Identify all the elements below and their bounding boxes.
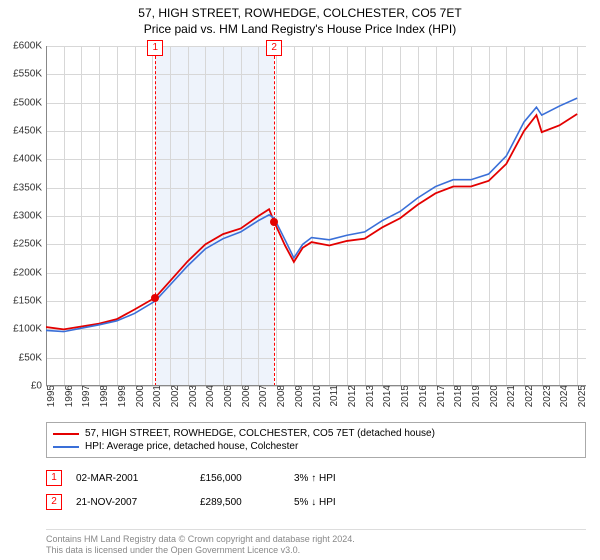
event-marker-box: 1 <box>46 470 62 486</box>
event-relative: 5% ↓ HPI <box>294 497 384 508</box>
event-marker-dot <box>151 294 159 302</box>
x-axis-tick-label: 2024 <box>559 385 570 413</box>
x-axis-tick-label: 2004 <box>205 385 216 413</box>
x-axis-tick-label: 2020 <box>489 385 500 413</box>
series-line-price_paid <box>46 114 577 329</box>
chart-title-line2: Price paid vs. HM Land Registry's House … <box>0 22 600 38</box>
x-axis-tick-label: 2005 <box>223 385 234 413</box>
y-axis-tick-label: £550K <box>2 69 42 80</box>
x-axis-tick-label: 1999 <box>117 385 128 413</box>
event-relative: 3% ↑ HPI <box>294 473 384 484</box>
x-axis-tick-label: 2016 <box>418 385 429 413</box>
x-axis-tick-label: 2018 <box>453 385 464 413</box>
x-axis-tick-label: 2025 <box>577 385 588 413</box>
x-axis-tick-label: 2002 <box>170 385 181 413</box>
x-axis-tick-label: 1998 <box>99 385 110 413</box>
y-axis-tick-label: £0 <box>2 381 42 392</box>
legend-item-hpi: HPI: Average price, detached house, Colc… <box>53 440 579 453</box>
legend-label: HPI: Average price, detached house, Colc… <box>85 441 298 452</box>
x-axis-tick-label: 2007 <box>258 385 269 413</box>
chart-plot-area: £0£50K£100K£150K£200K£250K£300K£350K£400… <box>46 46 586 386</box>
events-table: 1 02-MAR-2001 £156,000 3% ↑ HPI 2 21-NOV… <box>46 466 586 514</box>
x-axis-tick-label: 2003 <box>188 385 199 413</box>
x-axis-tick-label: 1996 <box>64 385 75 413</box>
footer-attribution: Contains HM Land Registry data © Crown c… <box>46 529 586 557</box>
x-axis-tick-label: 2011 <box>329 385 340 413</box>
event-price: £289,500 <box>200 497 280 508</box>
chart-title-line1: 57, HIGH STREET, ROWHEDGE, COLCHESTER, C… <box>0 6 600 22</box>
legend-item-price-paid: 57, HIGH STREET, ROWHEDGE, COLCHESTER, C… <box>53 427 579 440</box>
event-marker-dot <box>270 218 278 226</box>
x-axis-tick-label: 2017 <box>436 385 447 413</box>
event-row: 2 21-NOV-2007 £289,500 5% ↓ HPI <box>46 490 586 514</box>
x-axis-tick-label: 2008 <box>276 385 287 413</box>
legend-label: 57, HIGH STREET, ROWHEDGE, COLCHESTER, C… <box>85 428 435 439</box>
y-axis-tick-label: £50K <box>2 352 42 363</box>
footer-line2: This data is licensed under the Open Gov… <box>46 545 586 556</box>
x-axis-tick-label: 2010 <box>312 385 323 413</box>
y-axis-tick-label: £600K <box>2 41 42 52</box>
y-axis-tick-label: £350K <box>2 182 42 193</box>
x-axis-tick-label: 2001 <box>152 385 163 413</box>
x-axis-tick-label: 2022 <box>524 385 535 413</box>
y-axis-tick-label: £450K <box>2 126 42 137</box>
legend-swatch <box>53 433 79 435</box>
x-axis-tick-label: 1997 <box>81 385 92 413</box>
x-axis-tick-label: 2009 <box>294 385 305 413</box>
x-axis-tick-label: 2019 <box>471 385 482 413</box>
y-axis-tick-label: £200K <box>2 267 42 278</box>
x-axis-tick-label: 2023 <box>542 385 553 413</box>
event-price: £156,000 <box>200 473 280 484</box>
y-axis-tick-label: £300K <box>2 211 42 222</box>
x-axis-tick-label: 2013 <box>365 385 376 413</box>
event-row: 1 02-MAR-2001 £156,000 3% ↑ HPI <box>46 466 586 490</box>
x-axis-tick-label: 2015 <box>400 385 411 413</box>
event-date: 21-NOV-2007 <box>76 497 186 508</box>
x-axis-tick-label: 2012 <box>347 385 358 413</box>
event-marker-label: 2 <box>266 40 282 56</box>
legend-swatch <box>53 446 79 448</box>
y-axis-tick-label: £500K <box>2 97 42 108</box>
x-axis-tick-label: 2021 <box>506 385 517 413</box>
y-axis-tick-label: £250K <box>2 239 42 250</box>
series-line-hpi <box>46 98 577 331</box>
y-axis-tick-label: £150K <box>2 296 42 307</box>
chart-svg <box>46 46 586 386</box>
y-axis-tick-label: £400K <box>2 154 42 165</box>
legend: 57, HIGH STREET, ROWHEDGE, COLCHESTER, C… <box>46 422 586 458</box>
event-marker-label: 1 <box>147 40 163 56</box>
footer-line1: Contains HM Land Registry data © Crown c… <box>46 534 586 545</box>
x-axis-tick-label: 2006 <box>241 385 252 413</box>
x-axis-tick-label: 1995 <box>46 385 57 413</box>
event-date: 02-MAR-2001 <box>76 473 186 484</box>
event-marker-box: 2 <box>46 494 62 510</box>
y-axis-tick-label: £100K <box>2 324 42 335</box>
x-axis-tick-label: 2000 <box>135 385 146 413</box>
x-axis-tick-label: 2014 <box>382 385 393 413</box>
